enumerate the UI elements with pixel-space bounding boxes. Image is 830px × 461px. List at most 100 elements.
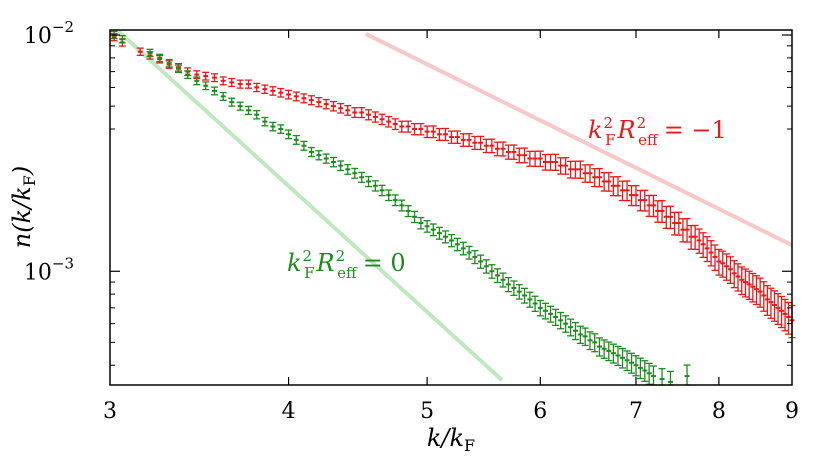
data-point bbox=[136, 47, 144, 57]
data-point bbox=[632, 355, 640, 377]
data-point bbox=[482, 259, 490, 274]
data-point bbox=[504, 144, 512, 160]
data-point bbox=[541, 302, 549, 320]
data-point bbox=[562, 157, 570, 175]
data-point bbox=[614, 176, 622, 197]
data-point bbox=[277, 87, 285, 98]
data-point bbox=[591, 333, 599, 353]
data-point bbox=[358, 107, 366, 119]
data-point bbox=[649, 365, 657, 386]
data-point bbox=[329, 156, 337, 168]
data-point bbox=[165, 58, 173, 68]
x-tick-label: 3 bbox=[103, 399, 117, 424]
data-point bbox=[236, 101, 244, 111]
data-point bbox=[699, 232, 707, 258]
data-point bbox=[531, 150, 539, 168]
data-point bbox=[691, 224, 699, 251]
data-point bbox=[118, 35, 126, 44]
data-point bbox=[628, 352, 636, 374]
data-point bbox=[586, 331, 594, 351]
data-point bbox=[707, 240, 715, 267]
data-point bbox=[245, 79, 253, 89]
data-point bbox=[429, 223, 437, 237]
data-point bbox=[236, 79, 244, 89]
data-point bbox=[429, 125, 437, 139]
data-point bbox=[521, 147, 529, 164]
data-point bbox=[641, 360, 649, 383]
data-point bbox=[567, 318, 575, 337]
data-point bbox=[774, 292, 782, 326]
data-point bbox=[763, 284, 771, 317]
data-point bbox=[435, 226, 443, 240]
data-point bbox=[675, 211, 683, 236]
data-point bbox=[292, 91, 300, 102]
data-point bbox=[146, 48, 154, 58]
data-point bbox=[344, 104, 352, 116]
data-point bbox=[521, 287, 529, 304]
series-0 bbox=[110, 32, 796, 339]
data-point bbox=[658, 200, 666, 224]
data-point bbox=[595, 167, 603, 188]
data-point bbox=[471, 250, 479, 265]
plot-frame bbox=[109, 29, 793, 386]
annotation-red: k2 FR2 eff = −1 bbox=[588, 114, 727, 149]
data-point bbox=[228, 97, 236, 107]
data-point bbox=[202, 71, 210, 81]
data-point bbox=[285, 89, 293, 100]
data-point bbox=[510, 280, 518, 296]
x-axis: 3 4 5 6 7 8 9 bbox=[103, 30, 799, 424]
data-point bbox=[645, 362, 653, 385]
data-point bbox=[398, 120, 406, 133]
x-tick-label: 4 bbox=[282, 399, 296, 424]
x-tick-label: 8 bbox=[712, 399, 726, 424]
data-point bbox=[526, 291, 534, 308]
data-point bbox=[562, 315, 570, 333]
data-point bbox=[365, 109, 373, 121]
data-point bbox=[351, 167, 359, 179]
data-point bbox=[447, 130, 455, 144]
data-point bbox=[277, 124, 285, 134]
data-point bbox=[391, 194, 399, 207]
data-point bbox=[365, 175, 373, 188]
data-point bbox=[465, 245, 473, 260]
data-point bbox=[683, 217, 691, 243]
y-tick-label: 10−3 bbox=[24, 254, 74, 285]
data-point bbox=[269, 121, 277, 132]
fit-line-1 bbox=[117, 29, 504, 382]
data-point bbox=[337, 160, 345, 172]
data-point bbox=[447, 233, 455, 248]
data-point bbox=[641, 189, 649, 212]
data-point bbox=[547, 153, 555, 171]
x-tick-label: 7 bbox=[629, 399, 643, 424]
data-point bbox=[285, 129, 293, 140]
data-point bbox=[351, 107, 359, 119]
data-point bbox=[609, 343, 617, 364]
data-point bbox=[441, 230, 449, 244]
data-point bbox=[378, 113, 386, 126]
data-point bbox=[322, 98, 330, 110]
data-point bbox=[726, 256, 734, 285]
data-point bbox=[292, 134, 300, 145]
data-point bbox=[210, 73, 218, 83]
data-point bbox=[184, 70, 192, 80]
series-layer bbox=[110, 30, 796, 386]
data-point bbox=[371, 111, 379, 123]
data-point bbox=[767, 287, 775, 319]
data-point bbox=[358, 171, 366, 183]
data-point bbox=[202, 81, 210, 91]
data-point bbox=[391, 118, 399, 131]
data-point bbox=[771, 290, 779, 322]
data-point bbox=[261, 84, 269, 95]
x-tick-label: 9 bbox=[785, 399, 799, 424]
data-point bbox=[307, 146, 315, 158]
data-point bbox=[778, 295, 786, 329]
data-point bbox=[738, 266, 746, 296]
data-point bbox=[423, 125, 431, 139]
data-point bbox=[536, 299, 544, 317]
data-point bbox=[526, 150, 534, 167]
data-point bbox=[344, 164, 352, 175]
data-point bbox=[300, 93, 308, 104]
data-point bbox=[459, 241, 467, 256]
data-point bbox=[337, 102, 345, 114]
data-point bbox=[315, 97, 323, 108]
